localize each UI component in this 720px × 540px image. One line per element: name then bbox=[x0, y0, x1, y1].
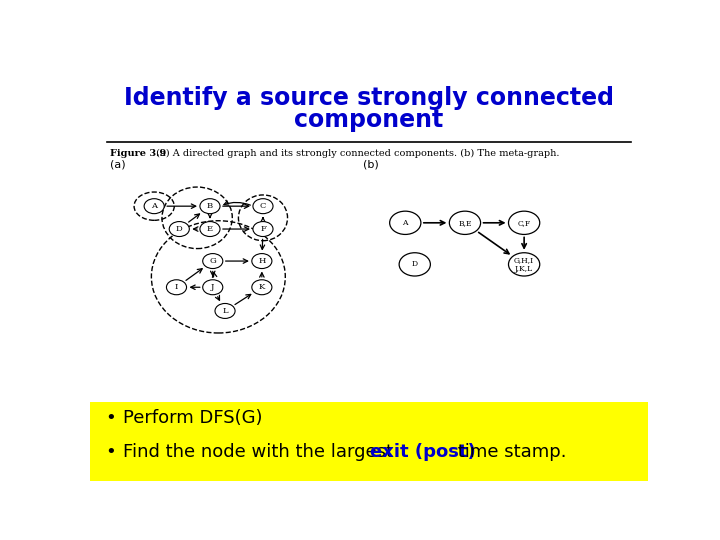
Circle shape bbox=[508, 211, 540, 234]
Circle shape bbox=[215, 303, 235, 319]
Circle shape bbox=[399, 253, 431, 276]
Text: exit (post): exit (post) bbox=[369, 443, 475, 461]
Circle shape bbox=[252, 280, 272, 295]
Text: component: component bbox=[294, 107, 444, 132]
Text: L: L bbox=[222, 307, 228, 315]
Text: B: B bbox=[207, 202, 213, 210]
Circle shape bbox=[203, 254, 222, 268]
Text: (b): (b) bbox=[364, 160, 379, 170]
Circle shape bbox=[252, 254, 272, 268]
Text: F: F bbox=[260, 225, 266, 233]
Circle shape bbox=[508, 253, 540, 276]
Text: E: E bbox=[207, 225, 213, 233]
Text: A: A bbox=[402, 219, 408, 227]
Text: G,H,I
J,K,L: G,H,I J,K,L bbox=[514, 256, 534, 273]
Text: K: K bbox=[258, 284, 265, 291]
Text: Perform DFS(G): Perform DFS(G) bbox=[124, 409, 263, 427]
Circle shape bbox=[203, 280, 222, 295]
FancyBboxPatch shape bbox=[90, 402, 648, 481]
Circle shape bbox=[144, 199, 164, 214]
Text: G: G bbox=[210, 257, 216, 265]
Text: A: A bbox=[151, 202, 157, 210]
Text: time stamp.: time stamp. bbox=[451, 443, 566, 461]
Text: (a) A directed graph and its strongly connected components. (b) The meta-graph.: (a) A directed graph and its strongly co… bbox=[153, 149, 559, 158]
Text: I: I bbox=[175, 284, 178, 291]
Text: J: J bbox=[211, 284, 215, 291]
Text: (a): (a) bbox=[109, 160, 125, 170]
Text: C,F: C,F bbox=[518, 219, 531, 227]
Text: H: H bbox=[258, 257, 266, 265]
Circle shape bbox=[253, 221, 273, 237]
Circle shape bbox=[200, 221, 220, 237]
Text: C: C bbox=[260, 202, 266, 210]
Text: D: D bbox=[412, 260, 418, 268]
Text: •: • bbox=[106, 443, 117, 461]
Text: Find the node with the largest: Find the node with the largest bbox=[124, 443, 399, 461]
Text: B,E: B,E bbox=[458, 219, 472, 227]
Circle shape bbox=[200, 199, 220, 214]
Circle shape bbox=[253, 199, 273, 214]
Circle shape bbox=[390, 211, 421, 234]
Text: Figure 3.9: Figure 3.9 bbox=[109, 149, 166, 158]
Circle shape bbox=[169, 221, 189, 237]
Text: •: • bbox=[106, 409, 117, 427]
Circle shape bbox=[166, 280, 186, 295]
Text: D: D bbox=[176, 225, 183, 233]
Text: Identify a source strongly connected: Identify a source strongly connected bbox=[124, 86, 614, 110]
Circle shape bbox=[449, 211, 481, 234]
